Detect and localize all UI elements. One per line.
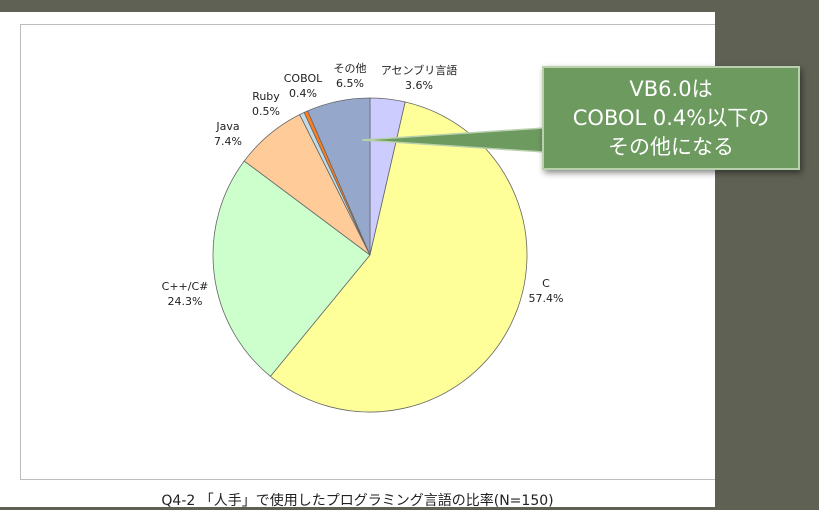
pie-slice-2 [212, 160, 371, 377]
slice-name-label-3: Java [215, 120, 239, 133]
slice-name-label-2: C++/C# [162, 280, 209, 293]
slice-name-label-1: C [542, 277, 550, 290]
plot-area-frame [20, 24, 715, 480]
callout-box: VB6.0は COBOL 0.4%以下の その他になる [542, 66, 800, 170]
slice-value-label-3: 7.4% [214, 135, 242, 148]
slice-name-label-4: Ruby [252, 90, 280, 103]
slice-value-label-2: 24.3% [168, 295, 203, 308]
slice-value-label-6: 6.5% [336, 77, 364, 90]
pie-slice-6 [307, 97, 371, 256]
pie-chart: アセンブリ言語 3.6% C 57.4% C++/C# 24.3% Java 7.4% Ruby… [162, 62, 564, 413]
slice-value-label-1: 57.4% [529, 292, 564, 305]
chart-caption: Q4-2 「人手」で使用したプログラミング言語の比率(N=150) [161, 493, 554, 509]
callout-line-2: COBOL 0.4%以下の [572, 106, 770, 130]
slice-name-label-0: アセンブリ言語 [381, 63, 457, 77]
callout-pointer [361, 127, 545, 153]
slice-value-label-5: 0.4% [289, 87, 317, 100]
slice-value-label-4: 0.5% [252, 105, 280, 118]
slice-name-label-6: その他 [334, 62, 367, 75]
callout-line-3: その他になる [608, 135, 734, 159]
slice-value-label-0: 3.6% [405, 79, 433, 92]
slice-name-label-5: COBOL [284, 72, 323, 85]
callout-line-1: VB6.0は [629, 77, 713, 101]
